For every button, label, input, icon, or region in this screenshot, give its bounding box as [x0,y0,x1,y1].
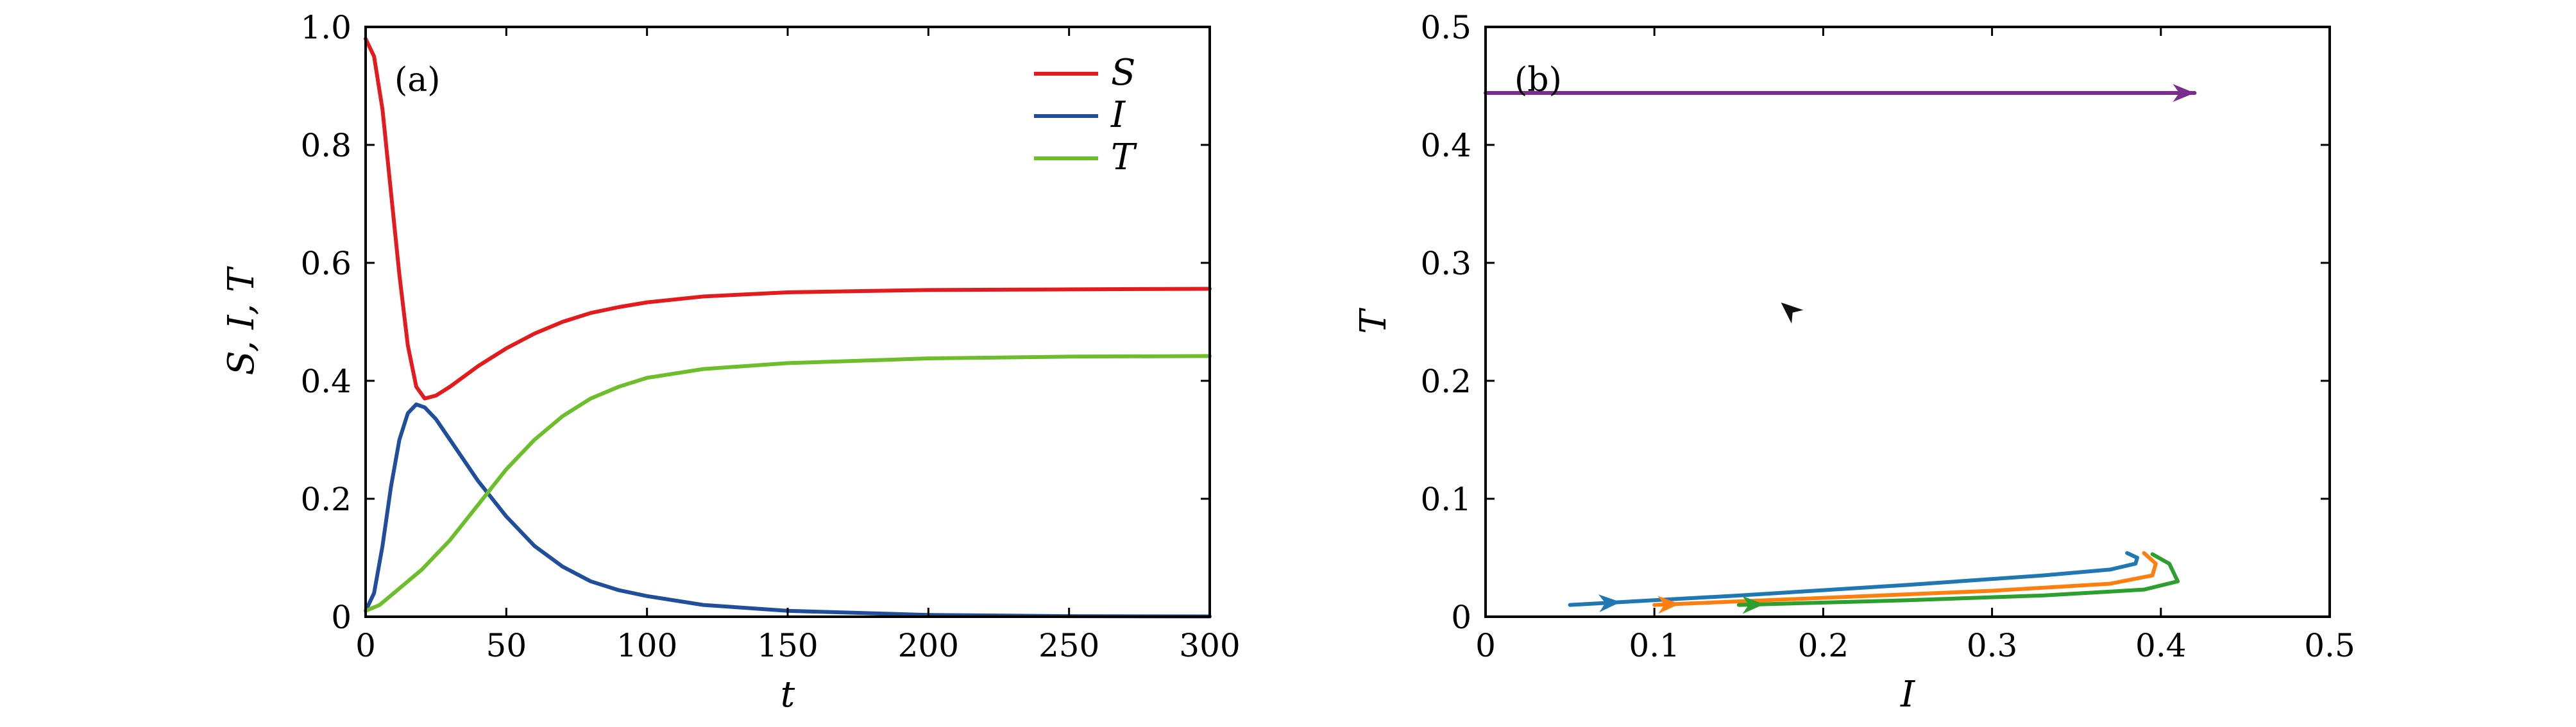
panel-b-series-line-3 [1736,552,2180,607]
panel-b-direction-arrow [2173,84,2195,103]
panel-a-x-axis-label: t [781,674,795,715]
panel-a-series-line-i [364,402,1212,619]
panel-a-chart: 0 50 100 150 200 250 300 0 0.2 0.4 0.6 0.8 1.0 (a) t… [221,9,1241,715]
panel-b-x-axis-label: I [1900,674,1916,715]
panel-b-direction-arrow [1781,302,1804,324]
panel-b-x-tick-label: 0.1 [1629,627,1680,664]
panel-a-y-tick-label: 1.0 [300,9,352,46]
panel-b-y-tick-label: 0.3 [1420,245,1471,282]
panel-b-axes-frame [1484,26,2331,618]
panel-b-y-tick-label: 0.4 [1420,127,1471,164]
panel-b-y-tick-label: 0.1 [1420,481,1471,518]
panel-b-direction-arrow [1598,594,1621,613]
panel-a-series-line-t [364,354,1212,613]
panel-b-y-tick-label: 0 [1451,599,1471,636]
panel-a-y-tick-label: 0.2 [300,481,352,518]
panel-a-legend: S I T [1034,52,1137,178]
panel-b-x-tick-label: 0.4 [2135,627,2187,664]
panel-b-label: (b) [1514,61,1562,99]
panel-b-x-tick-label: 0.5 [2304,627,2355,664]
panel-a-x-tick-label: 100 [616,627,677,664]
panel-b-y-tick-label: 0.5 [1420,9,1471,46]
panel-b-series-group [1484,84,2197,614]
panel-a-y-tick-label: 0.4 [300,363,352,400]
panel-a-series-line-s [364,37,1212,401]
panel-a-y-tick-label: 0.6 [300,245,352,282]
panel-a-x-tick-label: 250 [1038,627,1099,664]
panel-b-series-line-2 [1652,551,2158,607]
panel-b-y-tick-label: 0.2 [1420,363,1471,400]
panel-b-chart: 0 0.1 0.2 0.3 0.4 0.5 0 0.1 0.2 0.3 0.4 0.5 (b) I T [1353,9,2355,715]
panel-a-x-tick-label: 300 [1179,627,1240,664]
panel-b-direction-arrow [1741,596,1765,614]
panel-a-ticks: 0 50 100 150 200 250 300 0 0.2 0.4 0.6 0.8 1.0 [300,9,1240,664]
panel-b-y-axis-label: T [1353,308,1394,334]
legend-label-t: T [1111,137,1137,178]
panel-b-direction-arrow [1657,596,1680,614]
panel-a-x-tick-label: 50 [486,627,527,664]
panel-b-x-tick-label: 0.2 [1798,627,1849,664]
panel-a-label: (a) [394,61,441,99]
panel-a-series-group [364,37,1212,619]
panel-a-x-tick-label: 200 [898,627,959,664]
panel-a-y-tick-label: 0 [331,599,352,636]
panel-a-y-axis-label: S, I, T [221,266,262,376]
panel-a-y-tick-label: 0.8 [300,127,352,164]
panel-b-ticks: 0 0.1 0.2 0.3 0.4 0.5 0 0.1 0.2 0.3 0.4 0.5 [1420,9,2355,664]
panel-b-x-tick-label: 0.3 [1967,627,2018,664]
panel-b-series-line-1 [1568,551,2139,607]
panel-b-x-tick-label: 0 [1475,627,1496,664]
legend-label-s: S [1111,52,1135,94]
panel-a-x-tick-label: 150 [757,627,818,664]
legend-label-i: I [1110,94,1126,136]
panel-a-x-tick-label: 0 [355,627,376,664]
